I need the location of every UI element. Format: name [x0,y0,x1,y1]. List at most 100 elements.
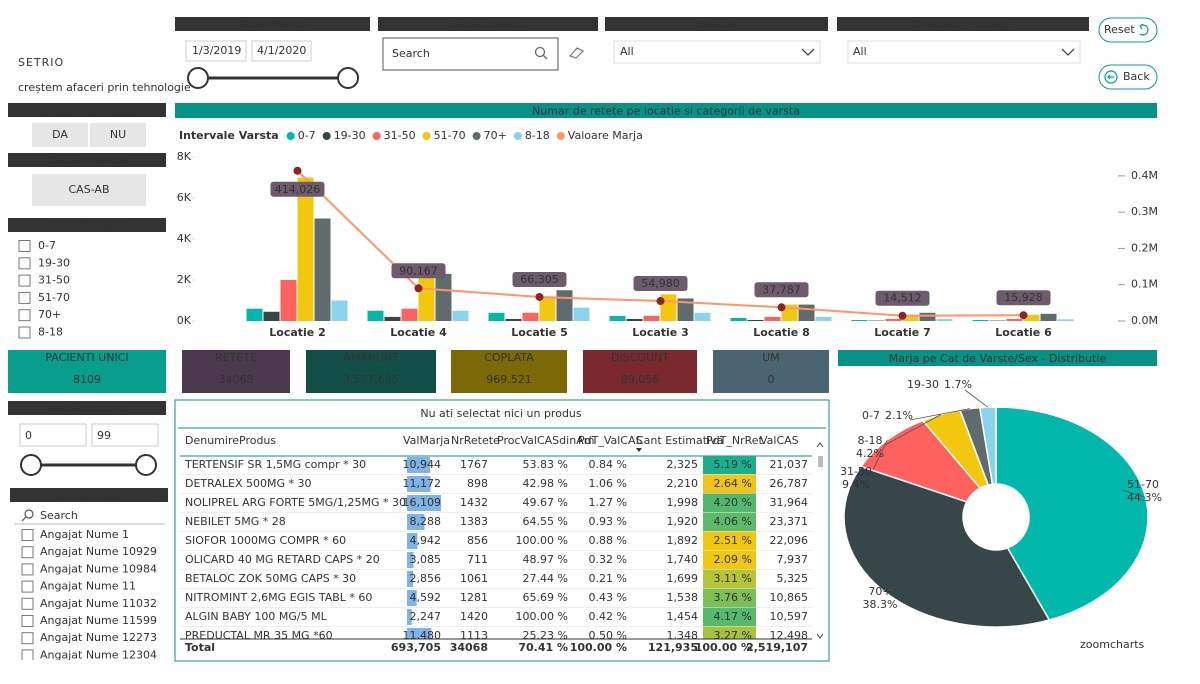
y2-tick-label: 0.3M [1131,205,1158,218]
checkbox[interactable] [18,274,31,287]
checkbox[interactable] [21,649,34,661]
section-header: Numar de retete pe locatie si categorii … [532,105,800,118]
search-box[interactable] [382,37,559,71]
bar [1006,318,1023,321]
date-input[interactable] [251,40,312,62]
data-label: 414,026 [275,183,321,196]
dropdown[interactable] [613,40,821,64]
donut-slice [978,406,997,486]
checkbox[interactable] [18,257,31,270]
checkbox[interactable] [21,597,34,610]
checkbox[interactable] [18,291,31,304]
table-cell: DETRALEX 500MG * 30 [185,477,311,490]
data-bar [407,628,432,639]
checkbox[interactable] [21,529,34,541]
column-header[interactable]: DenumireProdus [185,434,276,447]
bar [747,319,764,321]
table-cell: 4.20 % [714,496,752,509]
checkbox[interactable] [21,615,34,627]
table-total: 2,519,107 [746,641,808,654]
column-header[interactable]: Cant Estimativa [636,434,723,447]
table-total: 693,705 [391,641,441,654]
filter-button[interactable] [90,123,146,147]
column-header[interactable]: PdT_NrRet [706,434,764,447]
scroll-down[interactable] [816,633,824,639]
kpi-value: 0 [768,373,775,386]
user-list: Angajat Nume 1 Angajat Nume 10929 Angajat … [21,528,157,661]
legend-marker [513,132,522,140]
checkbox[interactable] [18,326,31,339]
number-input[interactable] [91,423,159,447]
checkbox[interactable] [21,632,34,645]
kpi-value: 969.521 [486,373,532,386]
checkbox[interactable] [21,563,34,576]
slice-value: 44.3% [1127,491,1162,504]
bar [539,296,556,321]
bar [730,317,747,321]
table-cell: BETALOC ZOK 50MG CAPS * 30 [185,572,356,585]
section-header-bg [838,350,1157,366]
table-cell: 25.23 % [523,629,568,642]
table-cell: 1.06 % [589,477,627,490]
kpi-card [306,350,436,393]
slider-handle[interactable] [135,454,157,476]
number-input[interactable] [19,423,87,447]
bar [418,277,435,321]
leader-line [964,389,989,408]
column-header[interactable]: ValCAS [760,434,799,447]
table-cell: NEBILET 5MG * 28 [185,515,286,528]
slider-handle[interactable] [20,454,42,476]
table-cell: OLICARD 40 MG RETARD CAPS * 20 [185,553,380,566]
data-bar [407,514,425,530]
watermark: zoomcharts [1080,638,1145,651]
filter-button[interactable] [32,174,146,206]
data-bar [407,571,414,587]
table-cell: 0.50 % [589,629,627,642]
kpi-card [8,350,166,393]
column-header[interactable]: NrRetete [451,434,500,447]
table-cell: 1420 [460,610,488,623]
section-header-bg [175,17,370,31]
data-bar [407,609,412,625]
table-cell: 3.11 % [714,572,752,585]
slider-handle[interactable] [337,67,359,89]
donut-slice [995,406,1149,621]
filter-option: DA [52,128,68,141]
checkbox[interactable] [21,580,34,593]
bar [1057,319,1074,321]
checkbox[interactable] [18,240,31,252]
scroll-thumb[interactable] [818,456,823,467]
column-header[interactable]: PdT_ValCAS [578,434,643,447]
table-cell: 0.84 % [589,458,627,471]
dropdown-value: All [853,45,867,58]
data-bar [407,457,431,473]
dropdown[interactable] [847,40,1081,64]
checkbox[interactable] [21,546,34,559]
donut-slice [843,465,1051,628]
logo-tagline: creștem afaceri prin tehnologie [18,81,191,94]
table-cell: 1,740 [667,553,699,566]
scroll-up[interactable] [816,442,824,448]
search-icon [534,46,546,58]
checkbox[interactable] [18,309,31,322]
date-input[interactable] [185,40,247,62]
table-cell: 2,247 [410,610,442,623]
column-header[interactable]: ProcValCASdinAm [497,434,594,447]
filter-button[interactable] [32,123,88,147]
eraser-icon[interactable] [568,47,585,59]
heat-cell [703,626,756,639]
search-placeholder: Search [392,47,430,60]
column-header[interactable]: ValMarja [403,434,450,447]
bar [902,314,919,321]
table-cell: 2.09 % [714,553,752,566]
table-cell: SIOFOR 1000MG COMPR * 60 [185,534,346,547]
kpi-label: RETETE [215,351,257,364]
slice-value: 4.2% [856,447,884,460]
leader-line [872,440,888,471]
slider-handle[interactable] [187,67,209,89]
table-cell: 26,787 [770,477,809,490]
slice-label: 31-50 [840,465,872,478]
table-cell: 1,538 [667,591,699,604]
table-total: 121,935 [648,641,698,654]
age-max: 99 [97,429,111,442]
